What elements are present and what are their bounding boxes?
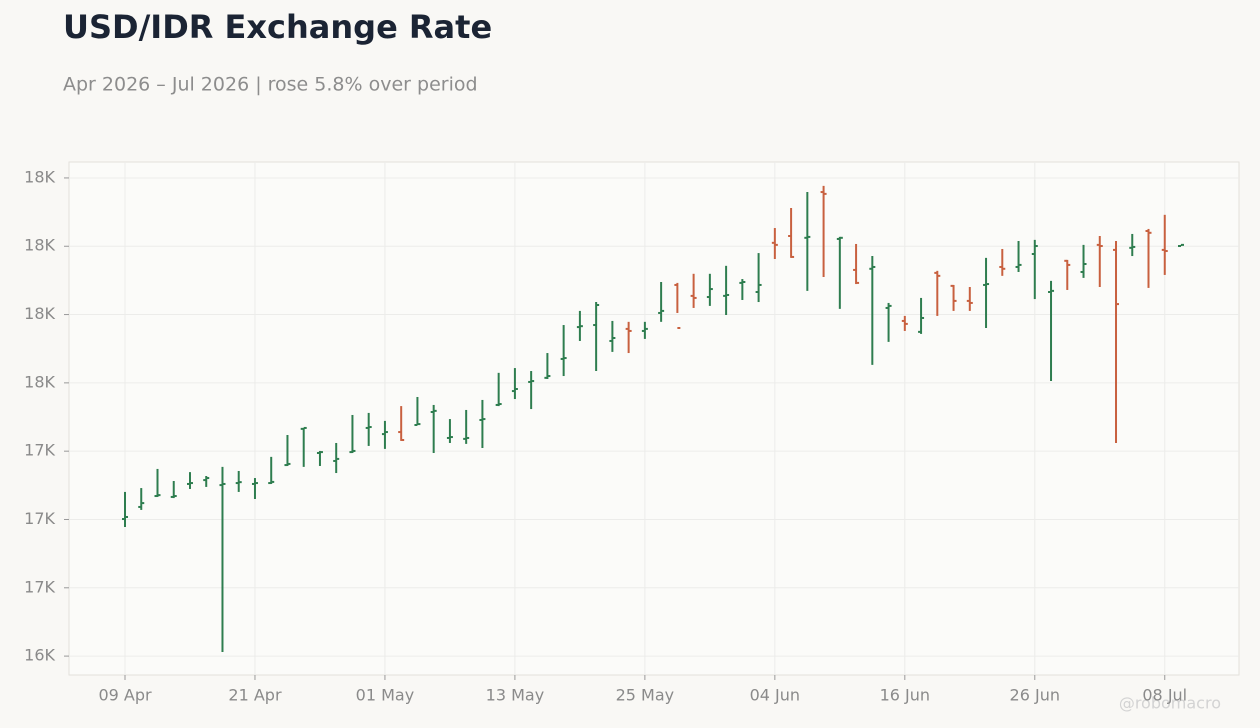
y-tick-label: 17K [24, 509, 55, 528]
watermark: @robomacro [1119, 694, 1221, 713]
y-tick-label: 17K [24, 577, 55, 596]
x-tick-label: 21 Apr [228, 686, 282, 705]
chart-subtitle: Apr 2026 – Jul 2026 | rose 5.8% over per… [63, 74, 478, 96]
y-tick-label: 18K [24, 372, 55, 391]
y-tick-label: 18K [24, 236, 55, 255]
y-tick-label: 17K [24, 441, 55, 460]
x-tick-label: 09 Apr [98, 686, 152, 705]
x-tick-label: 16 Jun [880, 686, 930, 705]
x-tick-label: 04 Jun [750, 686, 800, 705]
plot-area [68, 161, 1240, 676]
x-tick-label: 01 May [356, 686, 415, 705]
x-tick-label: 13 May [486, 686, 545, 705]
y-tick-label: 18K [24, 167, 55, 186]
chart-title: USD/IDR Exchange Rate [63, 8, 492, 46]
y-tick-label: 16K [24, 646, 55, 665]
x-tick-label: 26 Jun [1010, 686, 1060, 705]
y-tick-label: 18K [24, 304, 55, 323]
x-tick-label: 25 May [616, 686, 675, 705]
x-tick-label: 08 Jul [1142, 686, 1187, 705]
